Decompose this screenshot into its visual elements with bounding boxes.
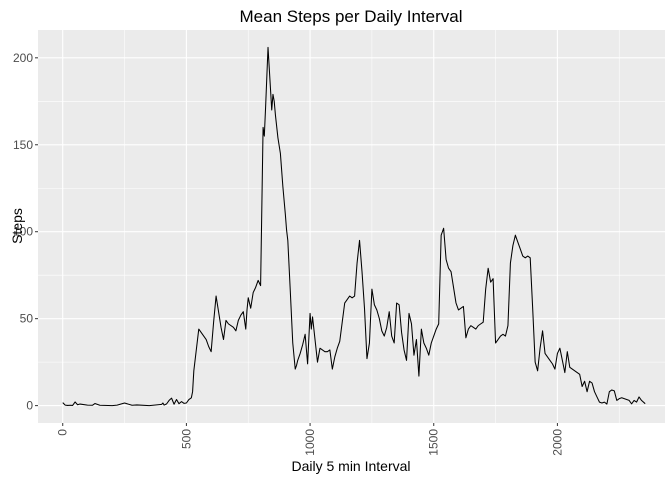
y-tick-label: 100 [13,225,33,239]
plot-panel [38,30,665,423]
x-tick-label: 1500 [427,429,441,456]
series-line-mean-steps [62,46,646,407]
x-tick-label: 2000 [550,429,564,456]
x-tick-label: 1000 [303,429,317,456]
y-tick-label: 150 [13,138,33,152]
x-tick-label: 500 [179,429,193,449]
major-gridlines [38,30,665,423]
x-tick-label: 0 [56,429,70,436]
x-axis-ticks: 0 500 1000 1500 2000 [56,423,564,456]
chart-title: Mean Steps per Daily Interval [240,7,463,26]
y-tick-label: 200 [13,51,33,65]
y-tick-label: 50 [20,312,34,326]
y-axis-title: Steps [9,208,25,244]
y-axis-ticks: 0 50 100 150 200 [13,51,38,413]
y-tick-label: 0 [26,399,33,413]
minor-gridlines [38,30,665,423]
x-axis-title: Daily 5 min Interval [291,458,410,474]
